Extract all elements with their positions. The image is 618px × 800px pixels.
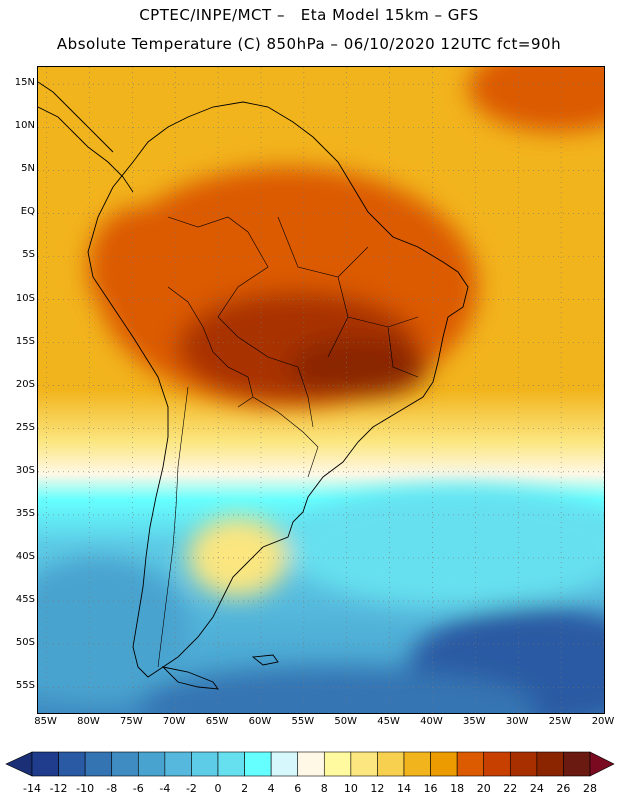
lat-label: 15S xyxy=(15,335,35,347)
colorbar-segment xyxy=(58,751,86,777)
cool-area-atlantic xyxy=(288,487,604,607)
colorbar-segment xyxy=(31,751,59,777)
lon-label: 35W xyxy=(463,716,486,727)
lon-label: 60W xyxy=(248,716,272,727)
colorbar-label: 0 xyxy=(214,782,222,795)
colorbar-segment xyxy=(244,751,272,777)
colorbar-label: 20 xyxy=(476,782,491,795)
colorbar-label: -8 xyxy=(106,782,118,795)
temperature-map xyxy=(37,66,605,714)
colorbar-label: 14 xyxy=(397,782,411,795)
colorbar-label: 24 xyxy=(529,782,544,795)
lon-label: 70W xyxy=(162,716,186,727)
lon-label: 75W xyxy=(120,716,143,727)
colorbar-segment xyxy=(430,751,458,777)
border-paraguay-uruguay xyxy=(252,396,319,478)
colorbar-segment xyxy=(217,751,245,777)
colorbar-label: 28 xyxy=(583,782,597,795)
lon-label: 50W xyxy=(334,716,358,727)
hot-area-core xyxy=(288,337,428,397)
colorbar-label: 26 xyxy=(556,782,571,795)
colorbar-arrow-high xyxy=(589,751,615,777)
colorbar xyxy=(5,751,615,777)
lat-label: 10S xyxy=(15,292,35,304)
lon-label: 45W xyxy=(377,716,400,727)
lon-label: 25W xyxy=(548,716,572,727)
colorbar-label: 2 xyxy=(241,782,249,795)
lon-label: 20W xyxy=(591,716,615,727)
colorbar-segment xyxy=(137,751,166,777)
border-bolivia xyxy=(167,286,254,408)
south-america-coastline xyxy=(87,101,469,678)
colorbar-segment xyxy=(323,751,352,777)
lat-label: EQ xyxy=(20,206,35,218)
colorbar-segment xyxy=(350,751,378,777)
lat-label: 40S xyxy=(15,550,35,562)
colorbar-segment xyxy=(403,751,431,777)
colorbar-label: -2 xyxy=(185,782,197,795)
colorbar-label: 4 xyxy=(267,782,275,795)
warm-area-andes xyxy=(88,207,188,327)
colorbar-segment xyxy=(297,751,325,777)
central-america-coastline-north xyxy=(38,81,114,153)
mild-area-patagonia xyxy=(188,517,288,597)
colorbar-segment xyxy=(164,751,192,777)
map-canvas xyxy=(38,67,604,713)
colorbar-segment xyxy=(536,751,564,777)
title-line-1: CPTEC/INPE/MCT – Eta Model 15km – GFS xyxy=(139,6,479,24)
colorbar-label: 6 xyxy=(294,782,302,795)
lat-label: 55S xyxy=(15,680,35,692)
falkland-islands xyxy=(251,654,279,666)
colorbar-label: 18 xyxy=(450,782,465,795)
central-america-coastline xyxy=(38,106,134,193)
lat-label: 5N xyxy=(21,163,35,175)
colorbar-arrow-low xyxy=(5,751,33,777)
colorbar-segment xyxy=(111,751,139,777)
lon-label: 30W xyxy=(505,716,529,727)
lat-label: 5S xyxy=(22,249,35,261)
colorbar-label: 8 xyxy=(320,782,328,795)
border-brazil-west xyxy=(167,216,314,428)
coastlines xyxy=(38,81,469,690)
lat-label: 50S xyxy=(15,637,35,649)
cool-area-pacific xyxy=(38,557,188,697)
colorbar-label: -6 xyxy=(132,782,144,795)
lat-label: 30S xyxy=(15,464,35,476)
tierra-del-fuego xyxy=(161,666,219,690)
lat-label: 15N xyxy=(14,77,35,89)
border-argentina-chile xyxy=(157,386,189,668)
colorbar-label: 12 xyxy=(370,782,385,795)
lat-label: 45S xyxy=(15,594,35,606)
lon-label: 40W xyxy=(420,716,443,727)
lat-label: 10N xyxy=(14,120,35,132)
title-line-2: Absolute Temperature (C) 850hPa – 06/10/… xyxy=(56,35,562,53)
colorbar-segment xyxy=(84,751,113,777)
brazil-states xyxy=(277,216,419,378)
lon-label: 80W xyxy=(77,716,100,727)
colorbar-label: -10 xyxy=(76,782,95,795)
lon-label: 55W xyxy=(291,716,315,727)
lat-label: 25S xyxy=(15,421,35,433)
colorbar-segment xyxy=(377,751,405,777)
colorbar-segment xyxy=(509,751,538,777)
lon-label: 85W xyxy=(34,716,57,727)
colorbar-segment xyxy=(483,751,511,777)
lat-label: 20S xyxy=(15,378,35,390)
colorbar-label: -14 xyxy=(23,782,41,795)
colorbar-label: -4 xyxy=(159,782,171,795)
colorbar-label: 16 xyxy=(423,782,438,795)
colorbar-label: -12 xyxy=(49,782,68,795)
colorbar-label: 22 xyxy=(503,782,518,795)
colorbar-segment xyxy=(191,751,219,777)
lat-label: 35S xyxy=(15,507,35,519)
country-borders xyxy=(157,216,419,668)
cold-area-south xyxy=(138,667,538,713)
colorbar-label: 10 xyxy=(343,782,358,795)
warm-area-northeast xyxy=(468,67,604,132)
colorbar-segment xyxy=(563,751,591,777)
colorbar-segment xyxy=(456,751,485,777)
lon-label: 65W xyxy=(205,716,229,727)
colorbar-segment xyxy=(270,751,299,777)
